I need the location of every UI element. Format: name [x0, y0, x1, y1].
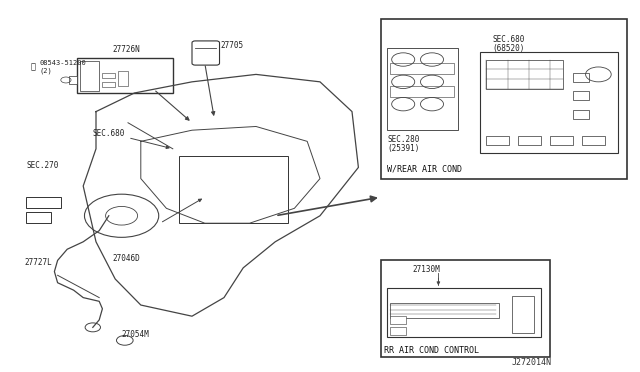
Bar: [390, 316, 406, 324]
Text: SEC.270: SEC.270: [27, 161, 60, 170]
Bar: [390, 63, 454, 74]
FancyBboxPatch shape: [192, 41, 220, 65]
Text: RR AIR COND CONTROL: RR AIR COND CONTROL: [384, 346, 479, 355]
Bar: [480, 52, 618, 153]
Bar: [573, 73, 589, 82]
Bar: [381, 19, 627, 179]
Bar: [486, 60, 563, 89]
Text: 08543-51200
(2): 08543-51200 (2): [39, 60, 86, 74]
Bar: [381, 260, 550, 357]
Text: 27726N: 27726N: [112, 45, 140, 54]
Bar: [69, 76, 77, 84]
Text: SEC.280: SEC.280: [387, 135, 420, 144]
Bar: [390, 303, 499, 318]
Bar: [80, 61, 99, 91]
Bar: [486, 136, 509, 145]
Text: 27130M: 27130M: [413, 265, 440, 274]
Text: J272014N: J272014N: [512, 358, 552, 367]
Bar: [179, 156, 288, 223]
Text: Ⓢ: Ⓢ: [31, 62, 36, 71]
Bar: [390, 86, 454, 97]
Bar: [387, 288, 541, 337]
Bar: [26, 212, 51, 223]
Text: W/REAR AIR COND: W/REAR AIR COND: [387, 165, 462, 174]
Bar: [573, 91, 589, 100]
Bar: [550, 136, 573, 145]
Bar: [118, 71, 128, 86]
Text: SEC.680: SEC.680: [93, 129, 125, 138]
Bar: [390, 327, 406, 335]
Bar: [518, 136, 541, 145]
Text: 27727L: 27727L: [24, 258, 52, 267]
Bar: [102, 82, 115, 87]
Text: (68520): (68520): [493, 44, 525, 53]
Bar: [102, 73, 115, 78]
Text: 27046D: 27046D: [112, 254, 140, 263]
Text: SEC.680: SEC.680: [493, 35, 525, 44]
Bar: [512, 296, 534, 333]
Bar: [77, 58, 173, 93]
Text: (25391): (25391): [387, 144, 420, 153]
Text: 27705: 27705: [221, 41, 244, 50]
Bar: [582, 136, 605, 145]
Text: 27054M: 27054M: [122, 330, 149, 339]
Bar: [573, 110, 589, 119]
Bar: [387, 48, 458, 130]
Bar: [26, 197, 61, 208]
